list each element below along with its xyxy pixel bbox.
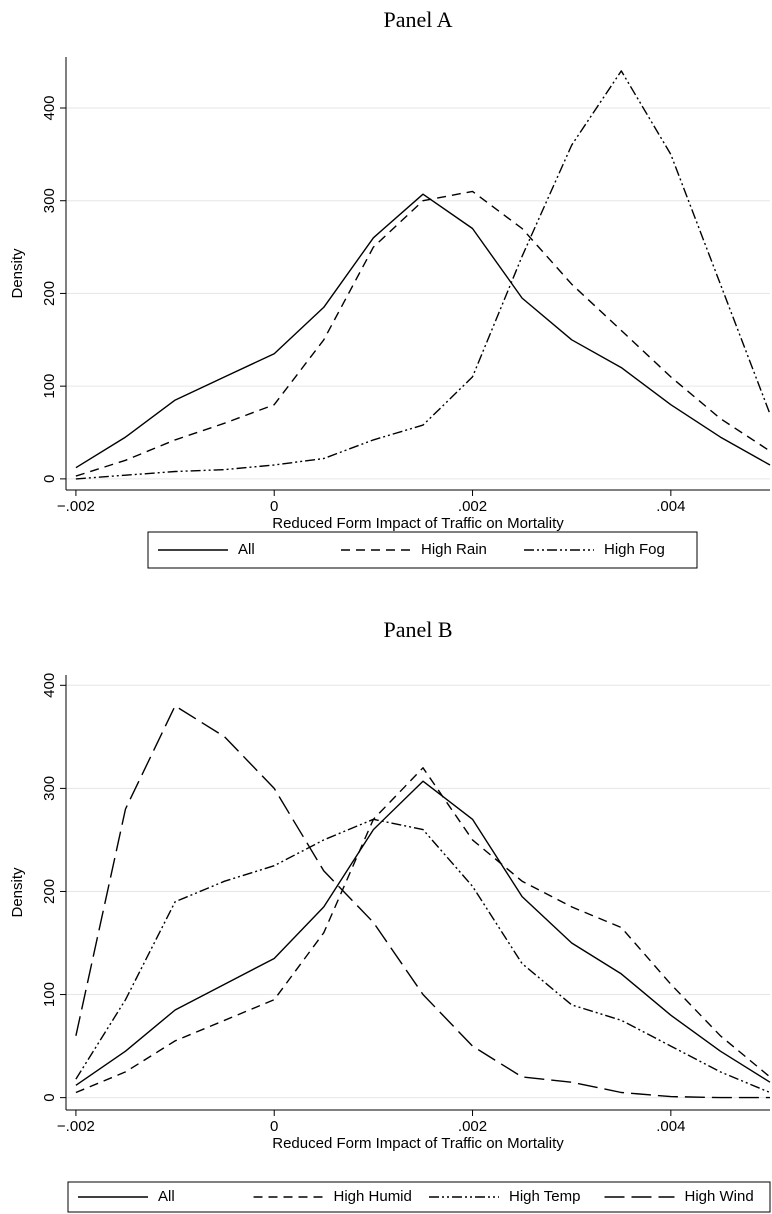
x-tick-label: .004 xyxy=(656,498,685,515)
legend-label: High Temp xyxy=(509,1188,580,1205)
x-tick-label: .002 xyxy=(458,498,487,515)
y-tick-label: 200 xyxy=(41,281,58,306)
x-tick-label: −.002 xyxy=(57,498,95,515)
series-line xyxy=(75,193,771,469)
series-line xyxy=(75,190,771,477)
legend-label: All xyxy=(158,1188,175,1205)
series-line xyxy=(75,780,771,1086)
y-axis-label: Density xyxy=(9,248,26,299)
x-axis-label: Reduced Form Impact of Traffic on Mortal… xyxy=(272,1135,564,1152)
y-tick-label: 0 xyxy=(41,475,58,483)
y-axis-label: Density xyxy=(9,867,26,918)
x-axis-label: Reduced Form Impact of Traffic on Mortal… xyxy=(272,515,564,532)
y-tick-label: 400 xyxy=(41,673,58,698)
series-line xyxy=(75,705,770,1099)
chart-title: Panel B xyxy=(383,617,452,642)
x-tick-label: −.002 xyxy=(57,1118,95,1135)
x-tick-label: 0 xyxy=(270,1118,278,1135)
y-tick-label: 200 xyxy=(41,879,58,904)
legend-label: High Humid xyxy=(334,1188,412,1205)
legend-box xyxy=(147,531,698,569)
series-line xyxy=(75,818,771,1094)
y-tick-label: 300 xyxy=(41,188,58,213)
series-line xyxy=(75,70,771,480)
y-tick-label: 0 xyxy=(41,1093,58,1101)
chart-title: Panel A xyxy=(383,7,452,32)
y-tick-label: 100 xyxy=(41,374,58,399)
y-tick-label: 100 xyxy=(41,982,58,1007)
x-tick-label: .004 xyxy=(656,1118,685,1135)
x-tick-label: 0 xyxy=(270,498,278,515)
series-line xyxy=(75,767,771,1094)
legend-box xyxy=(67,1181,771,1213)
y-tick-label: 300 xyxy=(41,776,58,801)
legend-label: High Rain xyxy=(421,541,487,558)
legend-label: High Fog xyxy=(604,541,665,558)
legend-label: High Wind xyxy=(685,1188,754,1205)
y-tick-label: 400 xyxy=(41,95,58,120)
legend-label: All xyxy=(238,541,255,558)
x-tick-label: .002 xyxy=(458,1118,487,1135)
